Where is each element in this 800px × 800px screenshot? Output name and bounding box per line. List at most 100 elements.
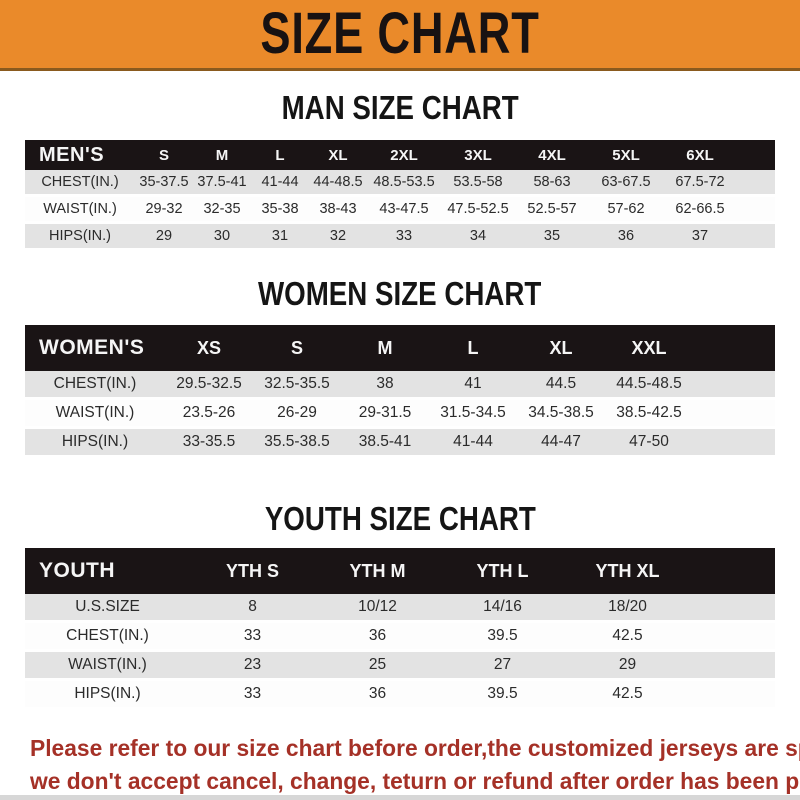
table-cell: 29.5-32.5	[176, 375, 242, 392]
disclaimer-line: Please refer to our size chart before or…	[30, 735, 800, 761]
disclaimer-line: we don't accept cancel, change, teturn o…	[30, 768, 800, 794]
row-label: HIPS(IN.)	[61, 433, 129, 450]
section-heading-women: WOMEN SIZE CHART	[0, 277, 800, 310]
table-cell: 44.5	[545, 375, 577, 392]
table-cell: 67.5-72	[675, 174, 725, 190]
table-row: WAIST(IN.) 23.5-26 26-29 29-31.5 31.5-34.5 34…	[25, 398, 775, 428]
column-header: M	[215, 146, 229, 164]
table-cell: 14/16	[483, 598, 522, 615]
table-cell: 42.5	[612, 685, 643, 702]
row-label: WAIST(IN.)	[55, 404, 135, 421]
column-header: 4XL	[538, 146, 566, 164]
table-cell: 39.5	[487, 627, 518, 644]
row-filler	[690, 651, 775, 680]
table-row: CHEST(IN.) 29.5-32.5 32.5-35.5 38 41 44.5 44.5…	[25, 371, 775, 399]
table-cell: 38.5-41	[358, 433, 412, 450]
table-cell: 37	[691, 228, 709, 244]
table-row: CHEST(IN.) 33 36 39.5 42.5	[25, 621, 775, 651]
table-cell: 10/12	[358, 598, 397, 615]
table-cell: 35-38	[261, 201, 299, 217]
table-cell: 38.5-42.5	[616, 404, 682, 421]
row-filler	[690, 594, 775, 622]
table-cell: 27	[493, 656, 512, 673]
table-row: U.S.SIZE 8 10/12 14/16 18/20	[25, 594, 775, 622]
row-filler	[690, 622, 775, 651]
table-cell: 57-62	[607, 201, 645, 217]
table-cell: 29	[155, 228, 173, 244]
heading-text: MAN SIZE CHART	[281, 89, 519, 126]
table-cell: 48.5-53.5	[373, 174, 435, 190]
table-cell: 31	[271, 228, 289, 244]
table-cell: 23.5-26	[182, 404, 236, 421]
table-cell: 23	[243, 656, 262, 673]
column-header: L	[275, 146, 285, 164]
column-header: S	[290, 337, 303, 358]
table-cell: 39.5	[487, 685, 518, 702]
table-cell: 38-43	[319, 201, 357, 217]
column-header: XL	[328, 146, 348, 164]
table-cell: 8	[248, 598, 257, 615]
size-chart-banner: SIZE CHART	[0, 0, 800, 71]
table-cell: 52.5-57	[527, 201, 577, 217]
header-filler	[737, 140, 775, 170]
women-size-table: WOMEN'S XS S M L XL XXL CHEST(IN.) 29.5-32.5 32.5…	[25, 325, 775, 458]
section-heading-man: MAN SIZE CHART	[0, 91, 800, 124]
row-label: CHEST(IN.)	[66, 627, 149, 644]
table-cell: 44-47	[541, 433, 581, 450]
row-label: CHEST(IN.)	[53, 375, 137, 392]
column-header: 3XL	[464, 146, 492, 164]
table-cell: 41	[464, 375, 482, 392]
bottom-divider	[0, 795, 800, 800]
table-cell: 32-35	[203, 201, 241, 217]
row-label: HIPS(IN.)	[74, 685, 141, 702]
table-cell: 58-63	[533, 174, 571, 190]
table-cell: 33	[395, 228, 413, 244]
column-header: YTH M	[349, 560, 406, 581]
table-cell: 62-66.5	[675, 201, 725, 217]
column-header: XL	[549, 337, 573, 358]
row-filler	[737, 170, 775, 196]
column-header: M	[377, 337, 393, 358]
table-cell: 35	[543, 228, 561, 244]
table-row: HIPS(IN.) 29 30 31 32 33 34 35 36 37	[25, 222, 775, 250]
row-filler	[693, 371, 775, 399]
table-cell: 35-37.5	[139, 174, 189, 190]
header-filler	[693, 325, 775, 371]
column-header: YTH S	[225, 560, 279, 581]
table-row: HIPS(IN.) 33-35.5 35.5-38.5 38.5-41 41-44 44-…	[25, 427, 775, 457]
column-header: XS	[196, 337, 221, 358]
table-group-label: YOUTH	[39, 559, 115, 582]
table-cell: 29	[618, 656, 637, 673]
column-header: YTH XL	[595, 560, 660, 581]
table-row: WAIST(IN.) 23 25 27 29	[25, 650, 775, 680]
table-cell: 35.5-38.5	[264, 433, 330, 450]
table-cell: 43-47.5	[379, 201, 429, 217]
row-filler	[737, 196, 775, 223]
table-cell: 33	[243, 685, 262, 702]
heading-text: YOUTH SIZE CHART	[264, 500, 536, 537]
column-header: 5XL	[612, 146, 640, 164]
table-group-label: MEN'S	[39, 143, 105, 166]
table-cell: 44-48.5	[313, 174, 363, 190]
section-heading-youth: YOUTH SIZE CHART	[0, 502, 800, 535]
table-cell: 29-32	[145, 201, 183, 217]
disclaimer-note: Please refer to our size chart before or…	[30, 732, 800, 798]
table-cell: 32.5-35.5	[264, 375, 330, 392]
row-label: U.S.SIZE	[75, 598, 140, 615]
table-cell: 29-31.5	[358, 404, 412, 421]
table-row: HIPS(IN.) 33 36 39.5 42.5	[25, 679, 775, 709]
column-header: XXL	[631, 337, 667, 358]
header-filler	[690, 548, 775, 594]
table-cell: 32	[329, 228, 347, 244]
table-cell: 53.5-58	[453, 174, 503, 190]
heading-text: WOMEN SIZE CHART	[258, 275, 542, 312]
table-cell: 26-29	[277, 404, 317, 421]
table-row: WAIST(IN.) 29-32 32-35 35-38 38-43 43-47.5 47.…	[25, 195, 775, 223]
table-row: CHEST(IN.) 35-37.5 37.5-41 41-44 44-48.5 48.5…	[25, 170, 775, 196]
row-filler	[690, 680, 775, 709]
table-cell: 42.5	[612, 627, 643, 644]
table-cell: 41-44	[261, 174, 299, 190]
youth-size-table: YOUTH YTH S YTH M YTH L YTH XL U.S.SIZE 8 10/12…	[25, 548, 775, 710]
column-header: 2XL	[390, 146, 418, 164]
